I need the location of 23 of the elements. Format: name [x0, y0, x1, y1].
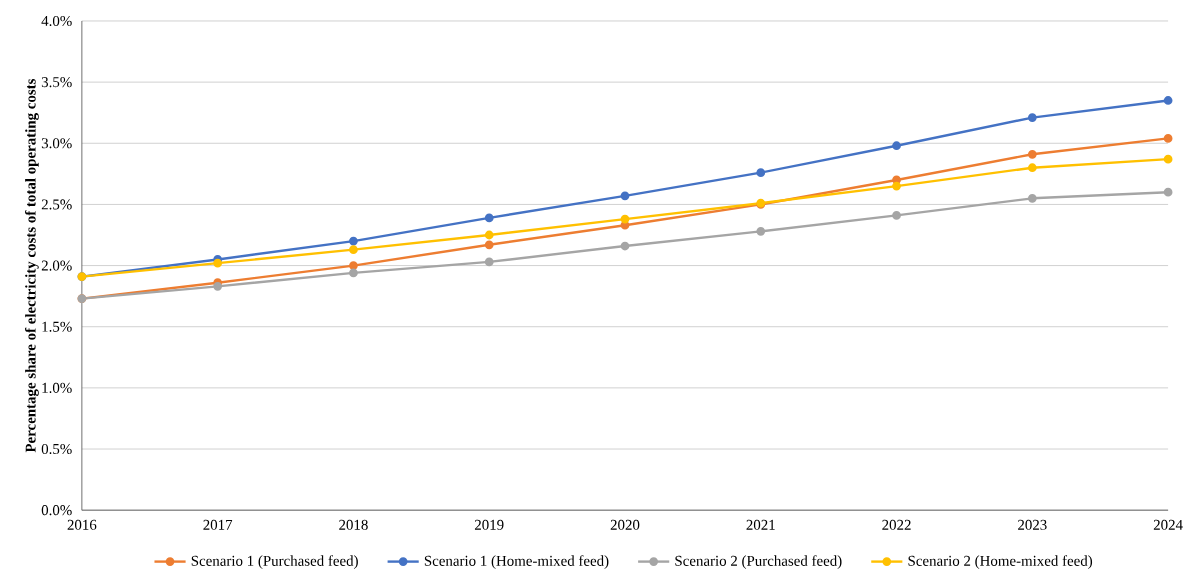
y-tick-label: 1.5%: [42, 321, 72, 332]
x-tick-label: 2016: [67, 519, 97, 530]
y-tick-label: 2.0%: [41, 260, 72, 271]
x-tick-label: 2018: [339, 519, 368, 530]
legend-label: Scenario 2 (Home-mixed feed): [908, 555, 1093, 569]
y-tick-label: 1.0%: [42, 382, 72, 393]
y-tick-label: 0.5%: [41, 443, 72, 455]
y-tick-label: 3.5%: [41, 77, 72, 88]
x-tick-label: 2021: [746, 519, 775, 530]
x-tick-label: 2024: [1153, 519, 1183, 530]
y-tick-label: 4.0%: [41, 15, 72, 27]
y-tick-label: 3.0%: [41, 138, 72, 149]
y-axis-title: Percentage share of electricity costs of total operating costs: [24, 78, 39, 453]
x-tick-label: 2022: [882, 519, 911, 530]
y-tick-label: 0.0%: [41, 505, 72, 516]
x-tick-label: 2019: [474, 519, 504, 530]
legend-label: Scenario 1 (Purchased feed): [191, 555, 358, 569]
legend-label: Scenario 1 (Home-mixed feed): [424, 555, 609, 569]
x-tick-label: 2023: [1018, 519, 1047, 530]
legend-label: Scenario 2 (Purchased feed): [675, 555, 842, 569]
y-tick-label: 2.5%: [41, 199, 72, 210]
x-tick-label: 2017: [203, 519, 233, 530]
x-tick-label: 2020: [610, 519, 640, 530]
